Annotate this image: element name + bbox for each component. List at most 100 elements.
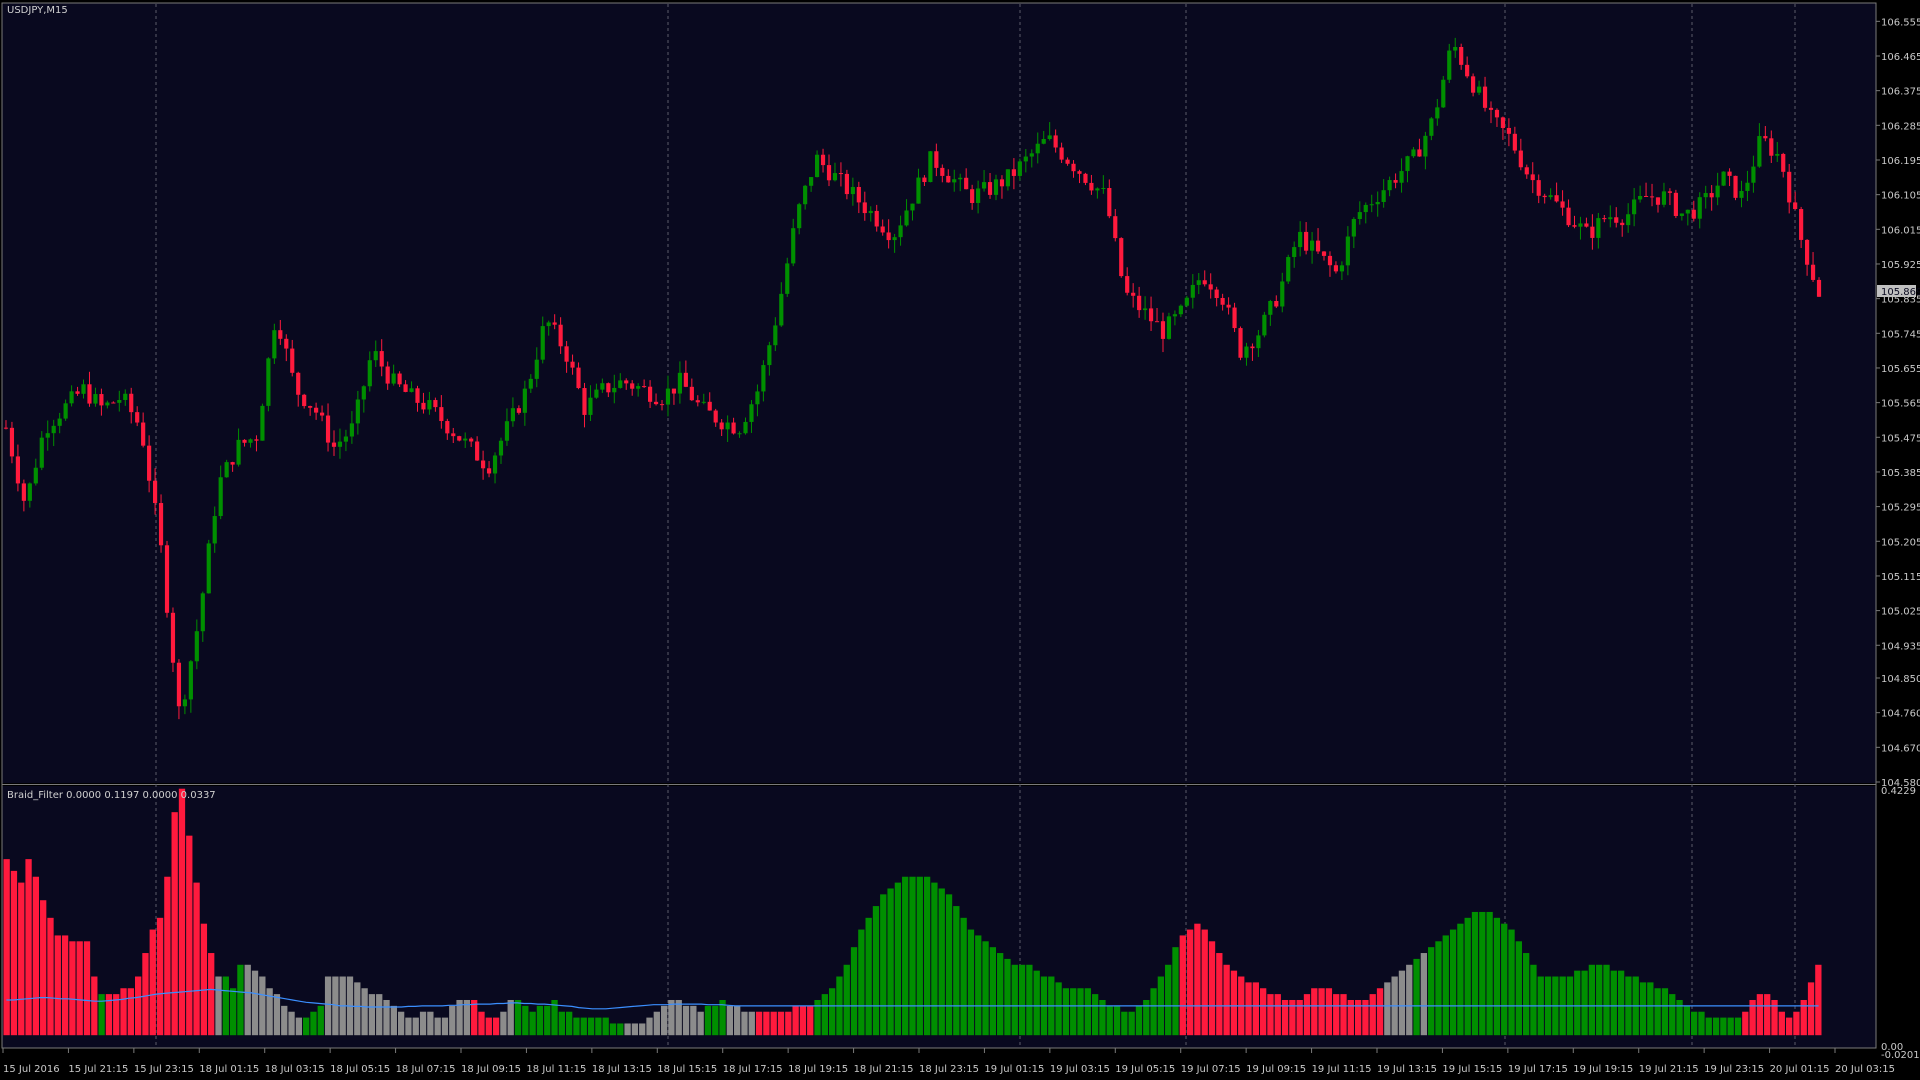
histogram-bar: [1508, 929, 1515, 1036]
price-axis-label: 105.025: [1881, 607, 1920, 618]
candle-body: [1214, 289, 1219, 298]
candle-body: [212, 516, 217, 544]
histogram-bar: [441, 1017, 449, 1036]
candle-body: [1602, 218, 1607, 220]
candle-body: [1566, 207, 1571, 226]
candle-body: [856, 186, 861, 203]
candle-body: [1208, 284, 1213, 290]
candle-body: [33, 467, 38, 484]
candle-body: [922, 177, 927, 183]
candle-body: [892, 237, 897, 241]
histogram-bar: [1055, 982, 1062, 1036]
candle-body: [952, 179, 957, 183]
candle-body: [9, 427, 15, 457]
histogram-bar: [127, 988, 134, 1036]
histogram-bar: [1267, 994, 1274, 1036]
price-axis-label: 106.105: [1881, 191, 1920, 202]
candle-body: [1095, 188, 1100, 191]
histogram-bar: [113, 994, 120, 1036]
histogram-bar: [1742, 1011, 1749, 1036]
histogram-bar: [1150, 988, 1157, 1036]
candle-body: [1769, 138, 1774, 156]
histogram-bar: [1333, 994, 1340, 1036]
candle-body: [1810, 264, 1816, 280]
histogram-bar: [931, 882, 938, 1036]
histogram-bar: [1026, 964, 1033, 1036]
histogram-bar: [1259, 988, 1267, 1036]
candle-body: [1524, 167, 1529, 175]
histogram-bar: [522, 1005, 529, 1036]
histogram-bar: [281, 1005, 288, 1036]
histogram-bar: [1807, 982, 1815, 1036]
main-pane[interactable]: [2, 3, 1876, 783]
candle-body: [1089, 182, 1094, 191]
candle-body: [1739, 190, 1744, 198]
histogram-bar: [1062, 988, 1070, 1036]
histogram-bar: [1428, 947, 1435, 1036]
candle-body: [176, 662, 182, 707]
time-axis-label: 19 Jul 15:15: [1442, 1064, 1502, 1075]
time-axis-label: 18 Jul 03:15: [265, 1064, 325, 1075]
candle-body: [296, 372, 301, 395]
histogram-bar: [1493, 917, 1501, 1036]
candle-body: [552, 322, 557, 325]
histogram-bar: [54, 935, 61, 1036]
candle-body: [1274, 300, 1279, 307]
candle-body: [749, 404, 754, 422]
time-axis-label: 18 Jul 09:15: [461, 1064, 521, 1075]
histogram-bar: [755, 1011, 763, 1036]
histogram-bar: [1369, 994, 1376, 1036]
candle-body: [81, 384, 86, 394]
histogram-bar: [1091, 994, 1099, 1036]
candle-body: [731, 422, 736, 434]
histogram-bar: [587, 1017, 595, 1036]
price-axis-label: 104.580: [1881, 778, 1920, 789]
candle-body: [898, 225, 903, 238]
candle-body: [1661, 191, 1667, 205]
histogram-bar: [544, 1005, 551, 1036]
candle-body: [1423, 135, 1428, 157]
histogram-bar: [1442, 935, 1449, 1036]
histogram-bar: [200, 923, 208, 1036]
candle-body: [1148, 308, 1154, 322]
candle-body: [558, 324, 563, 347]
candle-body: [618, 380, 623, 388]
histogram-bar: [1815, 964, 1822, 1036]
histogram-bar: [1318, 988, 1325, 1036]
candle-body: [1244, 346, 1249, 358]
histogram-bar: [1669, 994, 1676, 1036]
histogram-bar: [1362, 999, 1369, 1036]
histogram-bar: [902, 876, 909, 1036]
candle-body: [1345, 236, 1350, 266]
time-axis-label: 19 Jul 19:15: [1573, 1064, 1633, 1075]
candle-body: [1667, 191, 1673, 193]
candle-body: [874, 210, 879, 227]
time-axis-label: 18 Jul 21:15: [854, 1064, 914, 1075]
candle-body: [1614, 217, 1619, 223]
histogram-bar: [1617, 970, 1625, 1036]
price-axis-label: 105.745: [1881, 329, 1920, 340]
candle-body: [1101, 187, 1106, 189]
candle-body: [576, 367, 581, 389]
candle-body: [230, 462, 235, 465]
candle-body: [272, 330, 277, 359]
candle-body: [152, 480, 158, 504]
time-axis-label: 19 Jul 09:15: [1246, 1064, 1306, 1075]
candle-body: [1816, 279, 1822, 297]
candle-body: [463, 438, 468, 441]
histogram-bar: [1610, 970, 1617, 1036]
histogram-bar: [1785, 1017, 1793, 1036]
candle-body: [1292, 247, 1297, 258]
time-axis-label: 19 Jul 21:15: [1639, 1064, 1699, 1075]
candle-body: [612, 387, 617, 393]
histogram-bar: [1289, 999, 1296, 1036]
candle-body: [1280, 281, 1285, 307]
histogram-bar: [1420, 953, 1428, 1036]
histogram-bar: [653, 1011, 660, 1036]
histogram-bar: [690, 1005, 697, 1036]
histogram-bar: [894, 882, 902, 1036]
candle-body: [510, 408, 516, 422]
candle-body: [1125, 276, 1130, 293]
histogram-bar: [1201, 929, 1208, 1036]
